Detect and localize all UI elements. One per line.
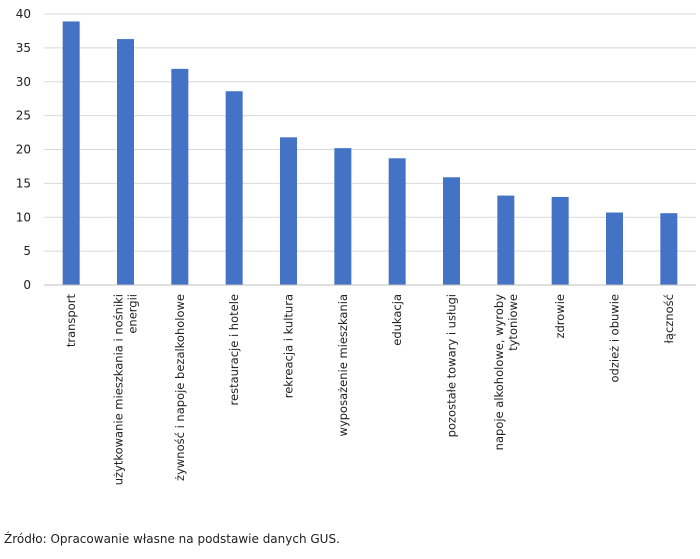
x-category-label-line: edukacja	[390, 294, 404, 346]
x-category-label: edukacja	[390, 294, 404, 346]
x-category-label-line: żywność i napoje bezalkoholowe	[173, 294, 187, 481]
x-category-label-line: łączność	[662, 294, 676, 343]
x-category-label-line: pozostałe towary i usługi	[445, 294, 459, 437]
x-category-label-line: transport	[64, 294, 78, 348]
x-category-label: napoje alkoholowe, wyroby tytoniowe	[492, 294, 520, 450]
x-category-label-line: energii	[126, 294, 140, 334]
x-category-label-line: wyposażenie mieszkania	[336, 294, 350, 436]
bar	[443, 177, 460, 285]
bar	[62, 21, 80, 285]
x-category-label: wyposażenie mieszkania	[336, 294, 350, 436]
x-category-label: transport	[64, 294, 78, 348]
y-tick-label: 40	[16, 7, 31, 21]
x-category-label-line: zdrowie	[553, 294, 567, 339]
y-tick-label: 10	[16, 210, 31, 224]
y-tick-label: 0	[23, 278, 31, 292]
bar	[660, 213, 678, 285]
x-category-label: zdrowie	[553, 294, 567, 339]
bar	[551, 196, 569, 285]
x-category-label: żywność i napoje bezalkoholowe	[173, 294, 187, 481]
bar	[280, 137, 297, 285]
bar	[117, 39, 134, 285]
source-note: Źródło: Opracowanie własne na podstawie …	[4, 532, 340, 546]
x-category-label: rekreacja i kultura	[282, 294, 296, 398]
bar	[606, 212, 623, 285]
bar-chart: 0 5 10 15 20 25 30 35 40 transport użytkowanie mie…	[16, 7, 696, 485]
x-category-label: odzież i obuwie	[608, 294, 622, 383]
bar	[388, 158, 406, 285]
bar	[497, 195, 515, 285]
y-tick-label: 30	[16, 75, 31, 89]
x-category-label-line: użytkowanie mieszkania i nośniki	[112, 294, 126, 485]
bar	[225, 91, 243, 285]
y-tick-label: 15	[16, 176, 31, 190]
bar	[334, 148, 352, 285]
y-tick-label: 35	[16, 41, 31, 55]
x-category-label: użytkowanie mieszkania i nośniki energii	[112, 294, 140, 485]
x-category-label: restauracje i hotele	[227, 294, 241, 405]
x-category-label-line: odzież i obuwie	[608, 294, 622, 383]
x-category-label: łączność	[662, 294, 676, 343]
bar	[171, 68, 189, 285]
x-category-label-line: restauracje i hotele	[227, 294, 241, 405]
y-tick-label: 5	[23, 244, 31, 258]
x-category-label-line: napoje alkoholowe, wyroby	[492, 294, 506, 450]
x-category-label: pozostałe towary i usługi	[445, 294, 459, 437]
x-category-label-line: rekreacja i kultura	[282, 294, 296, 398]
x-category-label-line: tytoniowe	[506, 294, 520, 351]
y-tick-label: 25	[16, 109, 31, 123]
y-tick-label: 20	[16, 143, 31, 157]
